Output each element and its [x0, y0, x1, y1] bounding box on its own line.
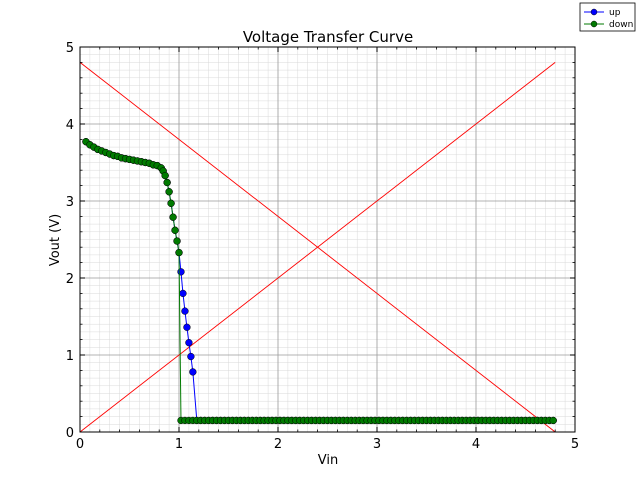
- x-tick-label: 0: [76, 437, 84, 452]
- data-point-up: [183, 323, 191, 331]
- data-point-up: [187, 352, 195, 361]
- y-tick-label: 0: [66, 426, 74, 441]
- legend-label-down: down: [609, 20, 633, 30]
- x-tick-label: 4: [472, 437, 480, 452]
- data-point-down: [165, 188, 173, 196]
- y-tick-label: 4: [66, 118, 74, 133]
- legend-label-up: up: [609, 8, 621, 18]
- legend-marker-up: [590, 8, 598, 16]
- data-point-up: [185, 339, 193, 347]
- legend-marker-down: [590, 20, 598, 28]
- data-point-down: [163, 178, 171, 187]
- x-axis-label: Vin: [318, 453, 338, 468]
- axes-frame: [79, 46, 576, 433]
- data-point-down: [171, 226, 179, 234]
- data-point-down: [169, 213, 177, 221]
- legend: up down: [579, 2, 636, 32]
- data-point-down: [175, 248, 183, 257]
- y-axis-label: Vout (V): [48, 214, 63, 266]
- chart-title: Voltage Transfer Curve: [243, 28, 413, 46]
- data-point-down: [167, 199, 175, 207]
- legend-box: [579, 2, 636, 32]
- data-point-up: [189, 368, 197, 376]
- data-point-up: [179, 289, 187, 298]
- y-tick-label: 3: [66, 195, 74, 210]
- data-point-down: [161, 171, 169, 180]
- y-tick-label: 2: [66, 272, 74, 287]
- data-point-down: [173, 237, 181, 245]
- x-tick-label: 2: [274, 437, 282, 452]
- x-tick-label: 3: [373, 437, 381, 452]
- plot-area: 0 1 2 3 4 5 0 1 2 3 4 5: [66, 41, 579, 452]
- reference-line: [79, 62, 556, 433]
- x-tick-label: 5: [571, 437, 579, 452]
- data-point-up: [181, 307, 189, 315]
- data-point-down: [549, 416, 557, 425]
- data-point-up: [177, 268, 185, 276]
- y-tick-label: 5: [66, 41, 74, 56]
- series-down: [82, 138, 557, 425]
- y-tick-label: 1: [66, 349, 74, 364]
- x-tick-label: 1: [175, 437, 183, 452]
